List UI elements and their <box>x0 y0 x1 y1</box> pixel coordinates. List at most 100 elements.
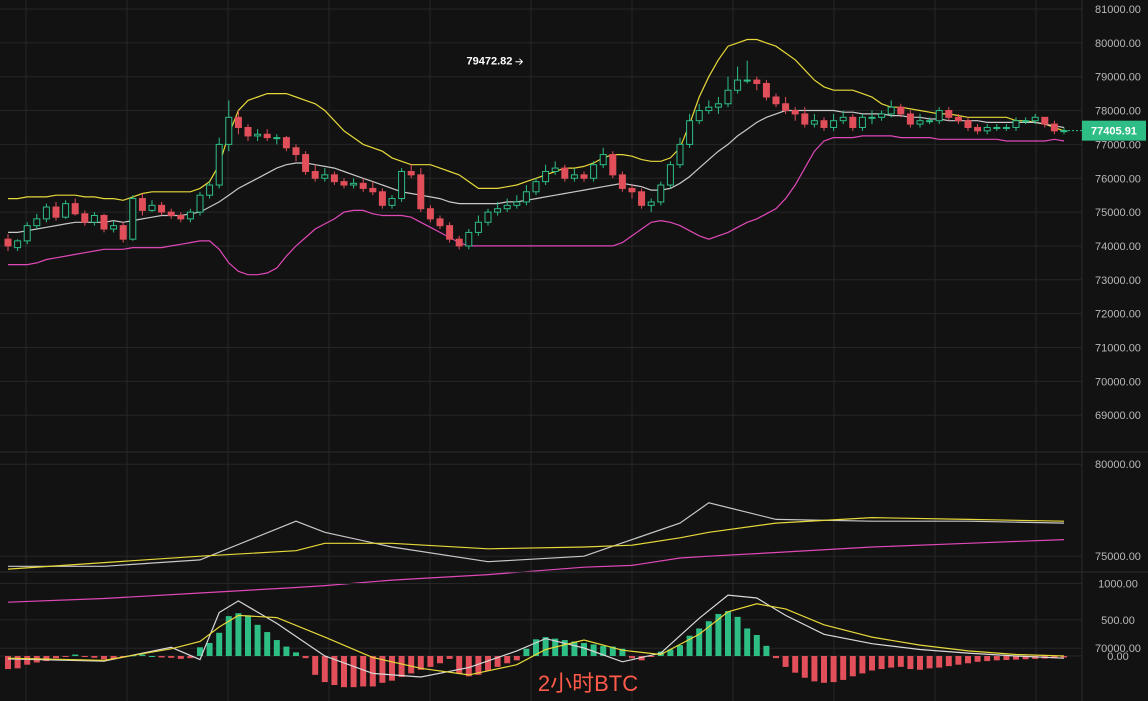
candle-down <box>446 225 454 240</box>
candle-up <box>1012 120 1020 128</box>
candle-down <box>820 120 828 128</box>
macd-hist-up <box>293 652 299 656</box>
candle-down <box>628 187 636 193</box>
candle-down <box>359 182 367 189</box>
macd-hist-down <box>849 656 856 677</box>
macd-hist-down <box>417 656 424 670</box>
candle-up <box>916 120 924 125</box>
boll-lower-line <box>8 135 1065 276</box>
macd-hist-down <box>360 656 367 687</box>
price-tick-label: 73000.00 <box>1095 275 1141 287</box>
candle-up <box>254 133 262 137</box>
chart-title: 2小时BTC <box>538 671 638 696</box>
macd-hist-down <box>648 656 655 657</box>
candle-down <box>282 137 290 149</box>
macd-hist-down <box>945 656 952 667</box>
candle-down <box>801 113 809 125</box>
candle-down <box>762 82 770 98</box>
macd-hist-down <box>926 656 933 669</box>
candle-up <box>647 201 655 206</box>
macd-hist-down <box>1051 656 1058 659</box>
macd-hist-down <box>1013 656 1019 660</box>
candle-up <box>273 137 281 140</box>
macd-hist-down <box>456 656 463 674</box>
candle-down <box>1041 116 1049 125</box>
macd-hist-up <box>619 648 626 656</box>
candle-up <box>686 120 694 145</box>
annotation-arrow-icon <box>515 58 524 66</box>
candle-down <box>263 133 271 139</box>
candle-up <box>830 120 838 128</box>
macd-hist-up <box>744 628 751 656</box>
macd-hist-up <box>72 654 79 656</box>
ma-tick-label: 75000.00 <box>1095 551 1141 563</box>
macd-hist-up <box>705 621 712 656</box>
macd-hist-down <box>955 656 962 665</box>
candle-up <box>868 116 876 119</box>
candle-up <box>1002 126 1010 129</box>
macd-hist-down <box>331 656 338 685</box>
annotation-high: 79472.82 <box>467 56 524 68</box>
candle-up <box>551 167 559 172</box>
macd-hist-down <box>341 656 347 688</box>
last-price-badge <box>1082 120 1146 141</box>
macd-hist-down <box>965 656 971 664</box>
candlesticks <box>4 60 1068 252</box>
price-tick-label: 79000.00 <box>1095 72 1141 84</box>
candle-up <box>42 206 50 220</box>
macd-hist-up <box>763 645 770 656</box>
ma-white-line <box>8 502 1065 567</box>
price-tick-label: 80000.00 <box>1095 38 1141 50</box>
candle-up <box>110 225 118 230</box>
macd-hist-down <box>427 656 434 667</box>
macd-hist-down <box>974 656 981 662</box>
macd-hist-down <box>801 656 808 678</box>
boll-mid-line <box>8 109 1065 233</box>
candle-down <box>426 208 434 220</box>
macd-hist-up <box>273 640 280 656</box>
ma-panel: 80000.00 75000.00 70000.00 <box>0 459 1141 655</box>
macd-hist-up <box>696 628 703 656</box>
candle-up <box>705 106 713 112</box>
macd-hist-down <box>465 656 472 677</box>
candle-down <box>964 120 972 128</box>
candle-up <box>206 184 214 196</box>
macd-hist-up <box>523 648 530 656</box>
candle-up <box>148 204 156 211</box>
macd-hist-down <box>1003 656 1010 660</box>
candle-up <box>321 174 329 179</box>
macd-hist-down <box>1061 656 1067 658</box>
ma-tick-label: 70000.00 <box>1095 643 1141 655</box>
candle-down <box>138 198 146 211</box>
candle-down <box>177 214 185 220</box>
candle-up <box>33 218 41 227</box>
macd-hist-down <box>53 656 59 659</box>
macd-hist-down <box>369 656 376 687</box>
macd-hist-down <box>878 656 885 670</box>
macd-hist-up <box>590 644 597 656</box>
price-tick-label: 71000.00 <box>1095 343 1141 355</box>
candle-down <box>52 206 60 218</box>
macd-hist-up <box>264 632 271 656</box>
macd-hist-up <box>245 615 251 656</box>
macd-hist-up <box>139 654 146 656</box>
candle-down <box>849 116 857 128</box>
candle-down <box>638 191 646 206</box>
macd-hist-down <box>897 656 904 667</box>
macd-dea-line <box>7 603 1065 676</box>
price-axis: 81000.00 80000.00 79000.00 78000.00 77000.00… <box>1095 4 1141 422</box>
macd-hist-up <box>667 649 674 656</box>
candle-down <box>369 187 377 193</box>
macd-hist-down <box>312 656 319 675</box>
price-tick-label: 75000.00 <box>1095 207 1141 219</box>
candle-up <box>186 211 194 220</box>
macd-hist-up <box>753 634 760 656</box>
ma-yellow-line <box>7 516 1065 570</box>
candle-up <box>14 240 22 249</box>
candle-down <box>292 147 300 156</box>
macd-hist-up <box>542 637 549 656</box>
macd-hist-up <box>677 645 683 656</box>
macd-hist-down <box>629 656 635 659</box>
